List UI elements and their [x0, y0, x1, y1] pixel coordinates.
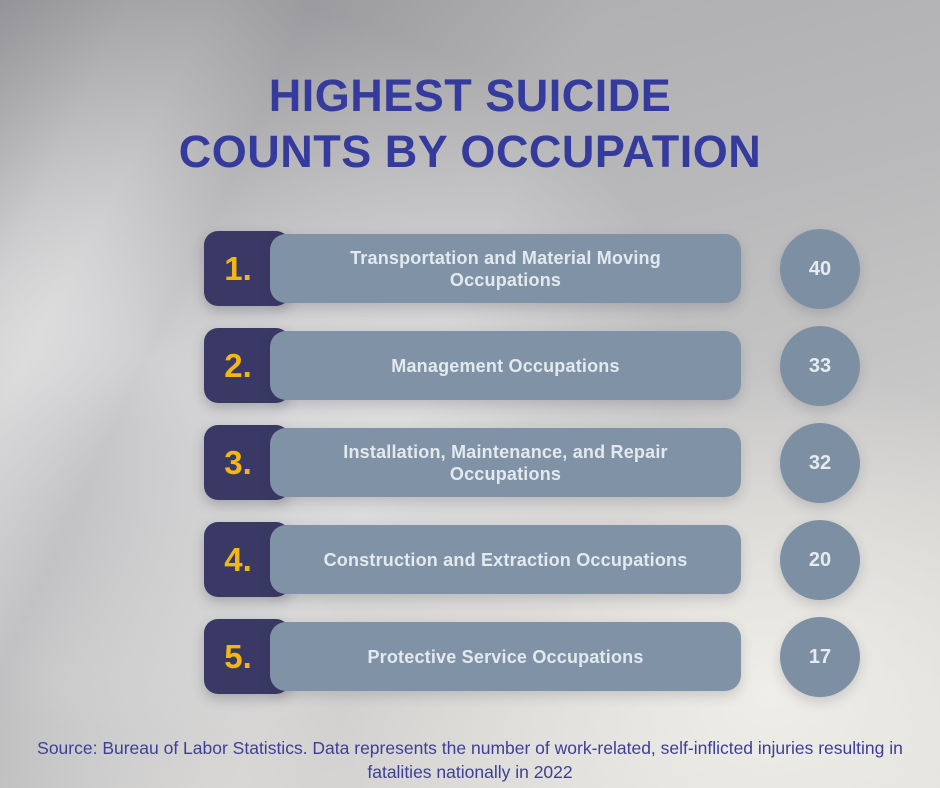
source-note: Source: Bureau of Labor Statistics. Data…	[37, 738, 903, 782]
list-item: 1. Transportation and Material Moving Oc…	[204, 229, 864, 309]
count-circle: 32	[780, 423, 860, 503]
count-value: 17	[808, 645, 832, 668]
rank-number: 2.	[224, 346, 252, 384]
list-item: 5. Protective Service Occupations 17	[204, 617, 864, 697]
ranking-list: 1. Transportation and Material Moving Oc…	[204, 229, 864, 716]
count-circle: 20	[780, 520, 860, 600]
page-title: HIGHEST SUICIDE COUNTS BY OCCUPATION	[178, 70, 762, 177]
list-item: 4. Construction and Extraction Occupatio…	[204, 520, 864, 600]
rank-number: 5.	[224, 637, 252, 675]
list-item: 3. Installation, Maintenance, and Repair…	[204, 423, 864, 503]
occupation-label: Management Occupations	[391, 355, 620, 376]
occupation-bar: Installation, Maintenance, and Repair Oc…	[270, 428, 741, 497]
count-circle: 33	[780, 326, 860, 406]
count-value: 32	[808, 451, 832, 474]
count-value: 20	[808, 548, 832, 571]
count-value: 33	[808, 354, 832, 377]
occupation-label: Protective Service Occupations	[367, 646, 644, 667]
count-value: 40	[808, 257, 832, 280]
list-item: 2. Management Occupations 33	[204, 326, 864, 406]
rank-number: 3.	[224, 443, 252, 481]
occupation-label: Transportation and Material Moving Occup…	[350, 247, 661, 290]
occupation-bar: Management Occupations	[270, 331, 741, 400]
rank-number: 1.	[224, 249, 252, 287]
count-circle: 40	[780, 229, 860, 309]
count-circle: 17	[780, 617, 860, 697]
occupation-bar: Construction and Extraction Occupations	[270, 525, 741, 594]
rank-number: 4.	[224, 540, 252, 578]
occupation-label: Installation, Maintenance, and Repair Oc…	[343, 441, 668, 484]
occupation-label: Construction and Extraction Occupations	[323, 549, 688, 570]
occupation-bar: Transportation and Material Moving Occup…	[270, 234, 741, 303]
occupation-bar: Protective Service Occupations	[270, 622, 741, 691]
